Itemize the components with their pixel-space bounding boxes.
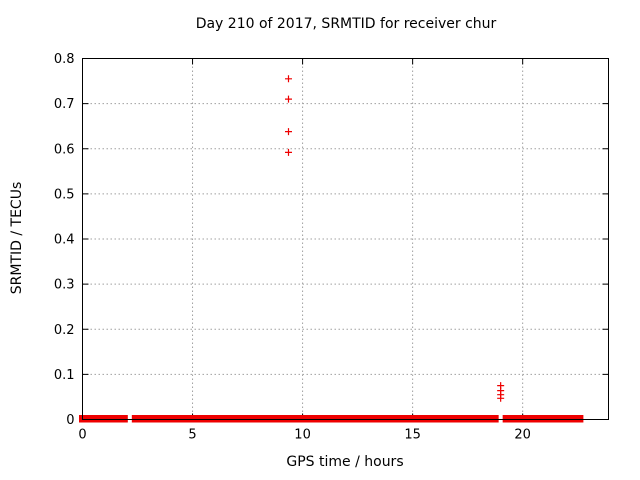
y-tick-label: 0.5 [54, 187, 75, 202]
y-tick-label: 0.6 [54, 142, 75, 157]
data-point-marker [284, 128, 292, 136]
y-tick-label: 0.8 [54, 52, 75, 67]
x-tick-label: 5 [188, 428, 196, 443]
y-tick-label: 0 [66, 413, 74, 428]
x-tick-label: 10 [294, 428, 311, 443]
data-point-marker [284, 75, 292, 83]
data-point-marker [284, 95, 292, 103]
zero-band-segment [79, 415, 128, 423]
zero-band-segment [502, 415, 584, 423]
y-tick-label: 0.3 [54, 278, 75, 293]
zero-band-segment [131, 415, 499, 423]
y-axis-label: SRMTID / TECUs [9, 181, 25, 295]
y-tick-label: 0.1 [54, 368, 75, 383]
chart-title: Day 210 of 2017, SRMTID for receiver chu… [195, 16, 497, 32]
x-tick-label: 20 [514, 428, 531, 443]
y-tick-label: 0.2 [54, 323, 75, 338]
y-tick-label: 0.7 [54, 97, 75, 112]
x-tick-label: 0 [78, 428, 86, 443]
y-tick-label: 0.4 [54, 233, 75, 248]
x-tick-label: 15 [404, 428, 421, 443]
data-point-marker [497, 394, 505, 402]
data-point-marker [284, 148, 292, 156]
x-axis-label: GPS time / hours [286, 454, 404, 470]
plot-border [82, 58, 609, 420]
